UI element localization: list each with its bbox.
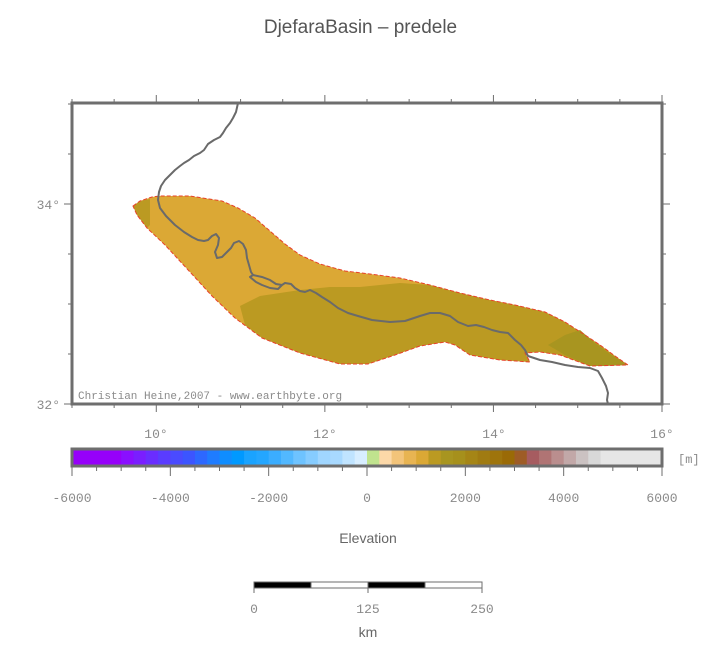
colorbar-swatch [219, 449, 233, 466]
colorbar-swatch [514, 449, 528, 466]
scale-label-125: 125 [356, 602, 379, 617]
colorbar-tick-label: 4000 [548, 491, 579, 506]
colorbar-swatch [502, 449, 515, 466]
colorbar-swatch [391, 449, 405, 466]
colorbar-swatch [207, 449, 220, 466]
colorbar-swatch [256, 449, 270, 466]
colorbar-swatch [477, 449, 491, 466]
colorbar-swatch [453, 449, 466, 466]
colorbar-swatch [354, 449, 368, 466]
credit-text: Christian Heine,2007 - www.earthbyte.org [78, 391, 342, 403]
colorbar-swatch [367, 449, 380, 466]
colorbar-swatch [305, 449, 319, 466]
colorbar-swatch [563, 449, 577, 466]
colorbar-tick-label: -2000 [249, 491, 288, 506]
colorbar-swatch [244, 449, 257, 466]
colorbar-swatch [465, 449, 479, 466]
colorbar-tick-label: 0 [363, 491, 371, 506]
scale-label-250: 250 [470, 602, 493, 617]
scale-label-0: 0 [250, 602, 258, 617]
colorbar-swatch [182, 449, 196, 466]
colorbar-swatch [489, 449, 503, 466]
colorbar-swatch [158, 449, 171, 466]
colorbar-tick-label: 6000 [646, 491, 677, 506]
scale-unit: km [359, 624, 378, 640]
colorbar-swatch [72, 449, 122, 466]
colorbar-tick-label: -4000 [151, 491, 190, 506]
colorbar-swatch [268, 449, 282, 466]
colorbar-swatch [551, 449, 565, 466]
colorbar-swatch [575, 449, 589, 466]
colorbar-swatch [133, 449, 147, 466]
colorbar-swatch [170, 449, 184, 466]
latitude-label: 32° [37, 398, 60, 413]
colorbar-label: Elevation [339, 530, 397, 546]
elevation-colorbar: -6000 -4000 -2000 0 2000 4000 6000 [52, 447, 678, 506]
colorbar-swatch [428, 449, 442, 466]
colorbar-swatch [194, 449, 208, 466]
colorbar-swatch [317, 449, 331, 466]
colorbar-swatch [403, 449, 417, 466]
colorbar-swatch [526, 449, 540, 466]
colorbar-swatch [121, 449, 134, 466]
colorbar-swatch [231, 449, 245, 466]
colorbar-swatch [342, 449, 356, 466]
latitude-labels: 34° 32° [37, 198, 60, 413]
colorbar-swatch [379, 449, 393, 466]
longitude-label: 10° [144, 427, 167, 442]
colorbar-swatch [145, 449, 159, 466]
colorbar-swatch [330, 449, 343, 466]
colorbar-unit: [m] [678, 453, 700, 467]
map-title: DjefaraBasin – predele [263, 17, 458, 38]
longitude-label: 16° [650, 427, 673, 442]
colorbar-tick-label: -6000 [52, 491, 91, 506]
colorbar-swatch [293, 449, 307, 466]
colorbar-swatch [539, 449, 552, 466]
colorbar-tick-label: 2000 [450, 491, 481, 506]
coastline [157, 102, 609, 405]
scale-bar: 0 125 250 km [250, 581, 494, 640]
longitude-label: 12° [313, 427, 336, 442]
longitude-labels: 10° 12° 14° 16° [144, 427, 673, 442]
colorbar-swatch [440, 449, 454, 466]
map-ticks [64, 95, 670, 412]
colorbar-swatch [280, 449, 294, 466]
longitude-label: 14° [482, 427, 505, 442]
colorbar-swatch [416, 449, 429, 466]
colorbar-swatch [588, 449, 602, 466]
latitude-label: 34° [37, 198, 60, 213]
colorbar-swatch [600, 449, 663, 466]
basin-polygon [132, 195, 630, 367]
